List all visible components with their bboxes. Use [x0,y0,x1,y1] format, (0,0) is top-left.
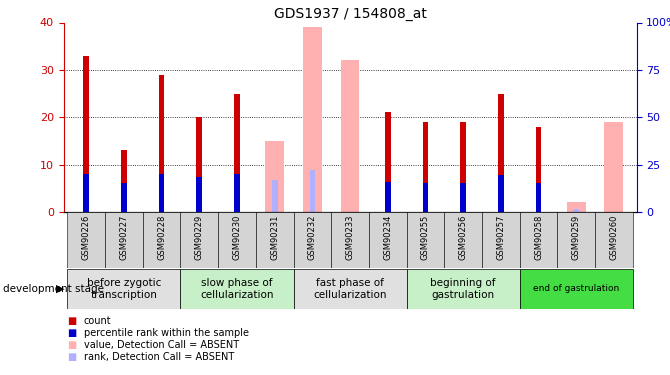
Bar [293,269,407,309]
Bar [256,212,293,268]
Text: GSM90259: GSM90259 [572,214,581,260]
Bar [520,212,557,268]
Bar [143,212,180,268]
Bar [340,60,360,212]
Bar [159,75,164,212]
Text: slow phase of
cellularization: slow phase of cellularization [200,278,274,300]
Bar [121,183,127,212]
Bar [423,122,428,212]
Text: GSM90234: GSM90234 [383,214,392,260]
Text: GSM90231: GSM90231 [270,214,279,260]
Bar [331,212,369,268]
Text: GSM90233: GSM90233 [346,214,354,260]
Bar [180,269,293,309]
Text: GSM90257: GSM90257 [496,214,505,260]
Text: ■: ■ [67,340,76,350]
Text: GSM90227: GSM90227 [119,214,129,260]
Bar [369,212,407,268]
Text: GSM90255: GSM90255 [421,214,430,260]
Text: ▶: ▶ [56,284,64,294]
Bar [385,112,391,212]
Bar [234,93,240,212]
Bar [159,174,164,212]
Bar [385,182,391,212]
Text: GSM90230: GSM90230 [232,214,241,260]
Bar [536,183,541,212]
Bar [218,212,256,268]
Text: value, Detection Call = ABSENT: value, Detection Call = ABSENT [84,340,239,350]
Bar [293,212,331,268]
Bar [520,269,632,309]
Text: ■: ■ [67,328,76,338]
Bar [498,93,504,212]
Text: percentile rank within the sample: percentile rank within the sample [84,328,249,338]
Bar [460,183,466,212]
Bar [234,174,240,212]
Bar [105,212,143,268]
Text: development stage: development stage [3,284,105,294]
Text: rank, Detection Call = ABSENT: rank, Detection Call = ABSENT [84,352,234,362]
Text: ■: ■ [67,352,76,362]
Bar [407,212,444,268]
Bar [84,56,89,212]
Bar [180,212,218,268]
Bar [265,141,284,212]
Bar [310,170,315,212]
Text: GSM90232: GSM90232 [308,214,317,260]
Bar [567,202,586,212]
Text: GSM90229: GSM90229 [195,214,204,260]
Text: fast phase of
cellularization: fast phase of cellularization [314,278,387,300]
Text: count: count [84,316,111,326]
Bar [595,212,632,268]
Bar [498,175,504,212]
Text: GSM90260: GSM90260 [610,214,618,260]
Bar [196,117,202,212]
Title: GDS1937 / 154808_at: GDS1937 / 154808_at [273,8,427,21]
Bar [121,150,127,212]
Bar [482,212,520,268]
Bar [272,180,277,212]
Text: before zygotic
transcription: before zygotic transcription [86,278,161,300]
Bar [68,269,180,309]
Bar [423,183,428,212]
Text: GSM90256: GSM90256 [459,214,468,260]
Text: GSM90258: GSM90258 [534,214,543,260]
Bar [460,122,466,212]
Text: GSM90228: GSM90228 [157,214,166,260]
Bar [303,27,322,212]
Bar [444,212,482,268]
Bar [196,177,202,212]
Bar [574,209,579,212]
Text: ■: ■ [67,316,76,326]
Bar [536,127,541,212]
Text: GSM90226: GSM90226 [82,214,90,260]
Text: beginning of
gastrulation: beginning of gastrulation [430,278,496,300]
Bar [84,174,89,212]
Bar [68,212,105,268]
Text: end of gastrulation: end of gastrulation [533,284,619,293]
Bar [604,122,623,212]
Bar [557,212,595,268]
Bar [407,269,520,309]
